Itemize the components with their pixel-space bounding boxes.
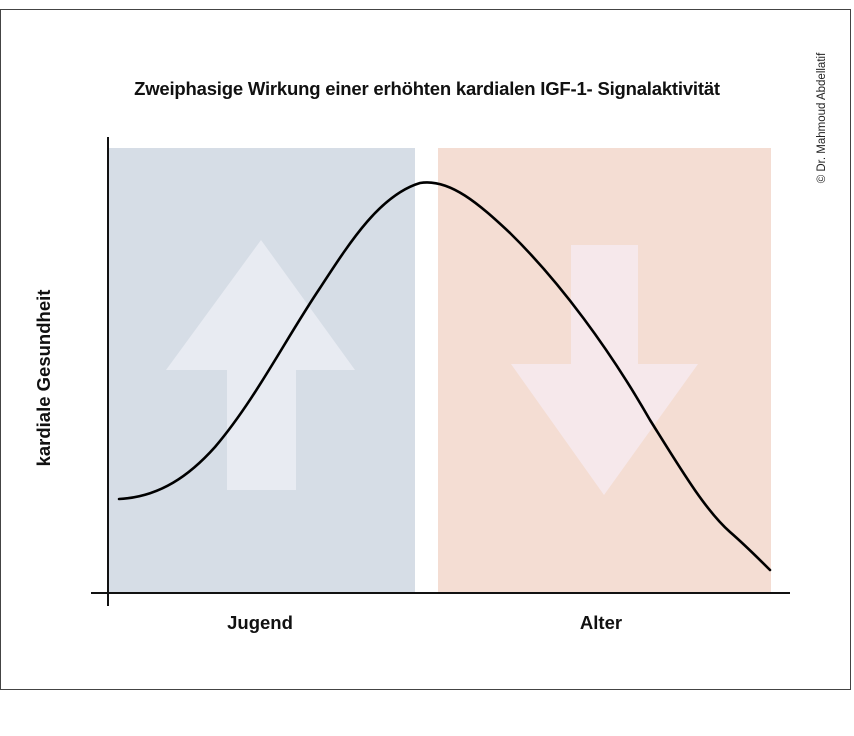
y-axis-label: kardiale Gesundheit [33,289,54,467]
cardiac-health-curve [117,181,772,572]
up-arrow-icon [166,240,355,490]
phase-label-age: Alter [579,612,623,633]
figure-frame [0,9,851,690]
phase-label-youth: Jugend [227,612,293,633]
figure-title: Zweiphasige Wirkung einer erhöhten kardi… [134,78,720,99]
down-arrow-icon [511,245,698,495]
